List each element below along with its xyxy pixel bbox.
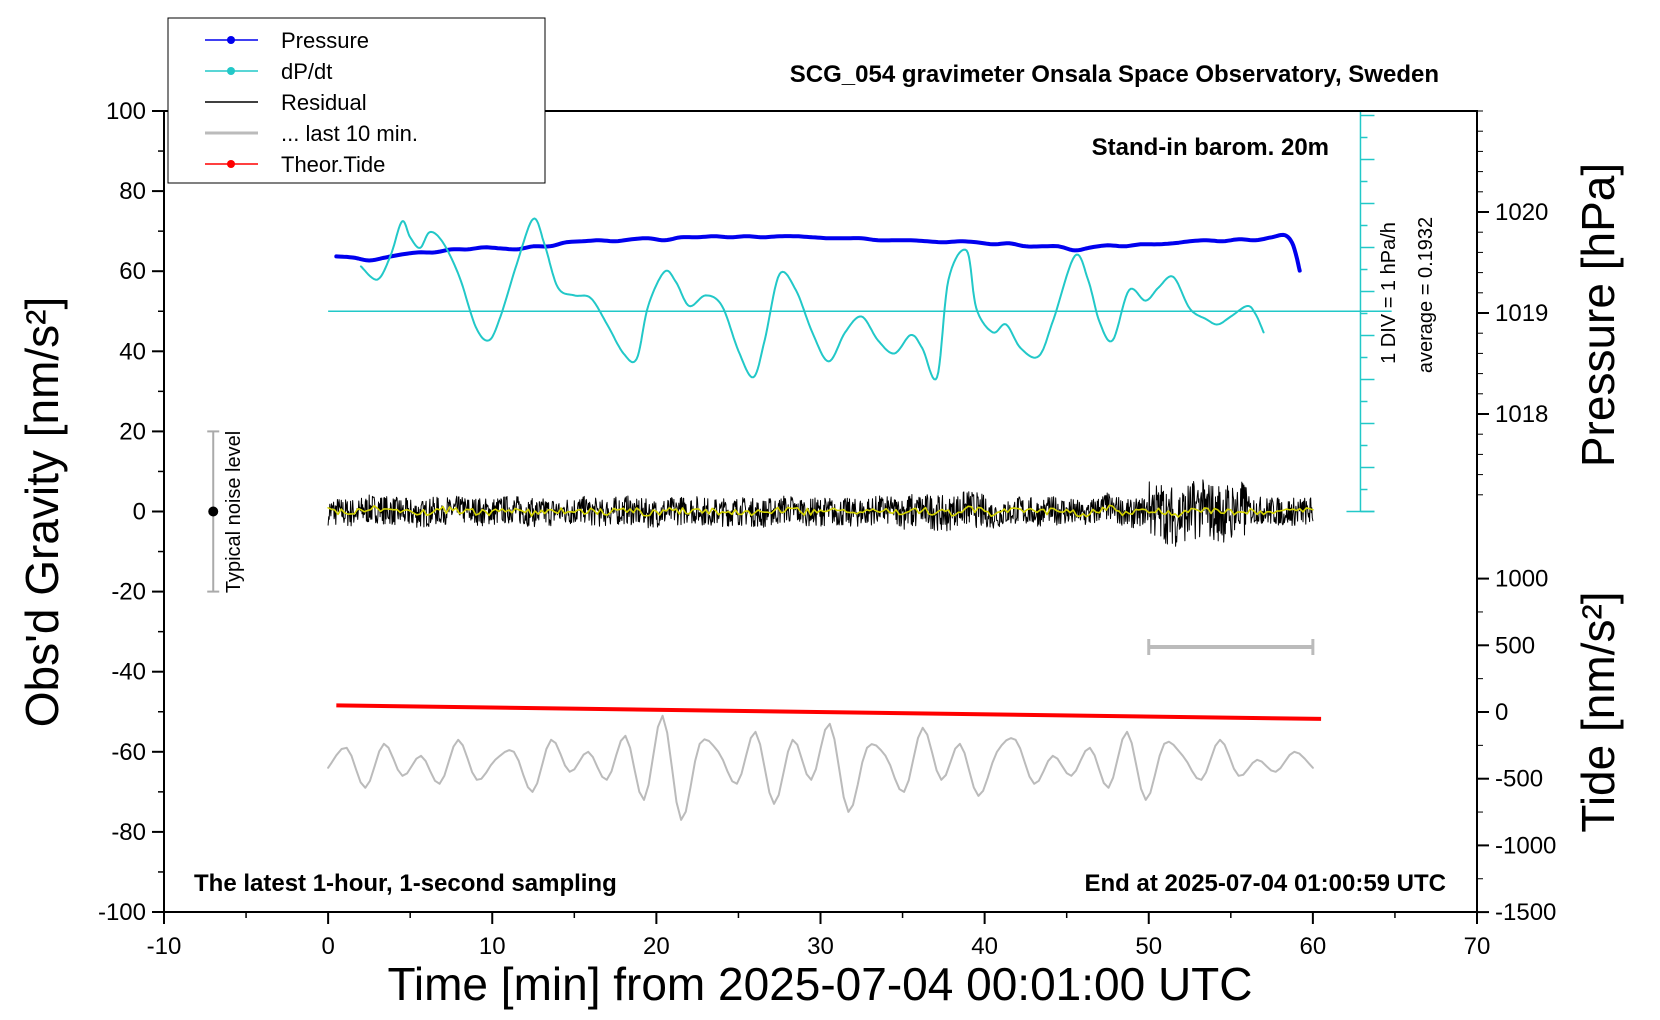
- y-tick-label: -60: [111, 739, 146, 766]
- average-note: average = 0.1932: [1415, 217, 1437, 373]
- y-axis-title-tide: Tide [nm/s²]: [1572, 591, 1624, 832]
- x-tick-label: 10: [479, 933, 506, 960]
- y-tick-label: 0: [133, 499, 146, 526]
- pressure-tick-label: 1018: [1495, 401, 1548, 428]
- noise-note: Typical noise level: [223, 431, 245, 593]
- noise-point: [208, 506, 219, 517]
- pressure-tick-label: 1019: [1495, 300, 1548, 327]
- residual-smooth-line: [327, 504, 1314, 518]
- bottom-right-note: End at 2025-07-04 01:00:59 UTC: [1085, 870, 1447, 897]
- legend-label: Theor.Tide: [281, 152, 385, 177]
- bottom-left-note: The latest 1-hour, 1-second sampling: [194, 870, 617, 897]
- y-tick-label: -20: [111, 579, 146, 606]
- legend-label: ... last 10 min.: [281, 121, 418, 146]
- y-axis-title-gravity: Obs'd Gravity [nm/s²]: [16, 297, 68, 728]
- y-tick-label: -40: [111, 659, 146, 686]
- x-tick-label: -10: [147, 933, 182, 960]
- y-tick-label: 80: [119, 178, 146, 205]
- legend-label: Residual: [281, 90, 367, 115]
- x-tick-label: 70: [1464, 933, 1491, 960]
- legend: Pressure dP/dt Residual ... last 10 min. The…: [167, 17, 546, 184]
- y-tick-label: 60: [119, 258, 146, 285]
- pressure-tick-label: 1020: [1495, 199, 1548, 226]
- x-tick-label: 60: [1300, 933, 1327, 960]
- chart-title: SCG_054 gravimeter Onsala Space Observat…: [790, 61, 1439, 88]
- x-tick-label: 0: [321, 933, 334, 960]
- y-tick-label: 20: [119, 418, 146, 445]
- pressure-line: [334, 232, 1302, 273]
- scale-note: 1 DIV = 1 hPa/h: [1378, 222, 1400, 364]
- barometer-note: Stand-in barom. 20m: [1092, 134, 1329, 161]
- y-tick-label: 40: [119, 338, 146, 365]
- tide-line: [336, 703, 1322, 721]
- legend-marker: [227, 67, 235, 75]
- residual-line: [327, 479, 1314, 547]
- tide-tick-label: 1000: [1495, 566, 1548, 593]
- x-tick-label: 50: [1135, 933, 1162, 960]
- x-tick-label: 30: [807, 933, 834, 960]
- chart-layer: [207, 111, 1392, 655]
- legend-label: dP/dt: [281, 59, 332, 84]
- last-ten-minutes-line: [327, 714, 1314, 821]
- legend-label: Pressure: [281, 28, 369, 53]
- legend-marker: [227, 160, 235, 168]
- x-tick-label: 40: [971, 933, 998, 960]
- tide-tick-label: 0: [1495, 699, 1508, 726]
- y-tick-label: -100: [98, 899, 146, 926]
- x-tick-label: 20: [643, 933, 670, 960]
- legend-marker: [227, 36, 235, 44]
- tide-tick-label: -500: [1495, 766, 1543, 793]
- tide-tick-label: 500: [1495, 632, 1535, 659]
- tide-tick-label: -1500: [1495, 899, 1556, 926]
- y-axis-title-pressure: Pressure [hPa]: [1572, 163, 1624, 467]
- legend-box: [167, 17, 546, 184]
- series-layer: [327, 217, 1322, 821]
- tide-tick-label: -1000: [1495, 832, 1556, 859]
- dpdt-line: [359, 217, 1265, 381]
- x-axis-title: Time [min] from 2025-07-04 00:01:00 UTC: [388, 958, 1253, 1010]
- y-tick-label: 100: [106, 98, 146, 125]
- y-tick-label: -80: [111, 819, 146, 846]
